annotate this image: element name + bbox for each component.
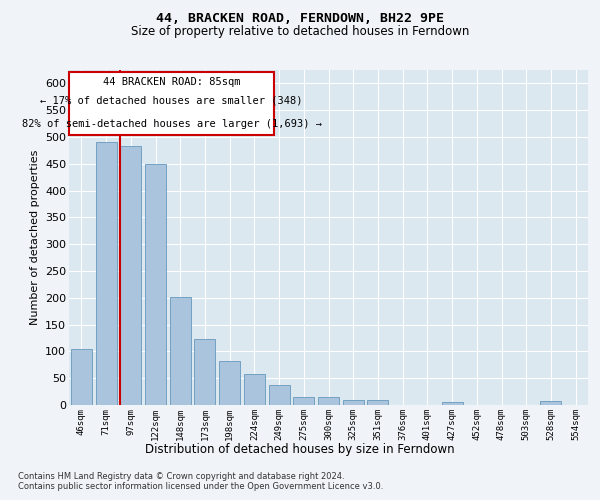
Text: 44, BRACKEN ROAD, FERNDOWN, BH22 9PE: 44, BRACKEN ROAD, FERNDOWN, BH22 9PE: [156, 12, 444, 26]
Text: Contains public sector information licensed under the Open Government Licence v3: Contains public sector information licen…: [18, 482, 383, 491]
Bar: [343, 400, 364, 405]
Bar: [71, 348, 92, 405]
Text: Distribution of detached houses by size in Ferndown: Distribution of detached houses by size …: [145, 442, 455, 456]
Bar: [541, 401, 562, 405]
Text: 82% of semi-detached houses are larger (1,693) →: 82% of semi-detached houses are larger (…: [22, 119, 322, 129]
Text: 44 BRACKEN ROAD: 85sqm: 44 BRACKEN ROAD: 85sqm: [103, 76, 241, 86]
Bar: [318, 397, 339, 405]
Bar: [293, 397, 314, 405]
Bar: [367, 400, 388, 405]
Bar: [219, 360, 240, 405]
Bar: [269, 384, 290, 405]
Bar: [244, 374, 265, 405]
Text: Size of property relative to detached houses in Ferndown: Size of property relative to detached ho…: [131, 25, 469, 38]
Text: Contains HM Land Registry data © Crown copyright and database right 2024.: Contains HM Land Registry data © Crown c…: [18, 472, 344, 481]
Text: ← 17% of detached houses are smaller (348): ← 17% of detached houses are smaller (34…: [40, 96, 303, 106]
Bar: [442, 402, 463, 405]
Y-axis label: Number of detached properties: Number of detached properties: [29, 150, 40, 325]
Bar: [145, 164, 166, 405]
Bar: [170, 296, 191, 405]
Bar: [194, 339, 215, 405]
Bar: [95, 142, 116, 405]
Bar: [120, 146, 141, 405]
